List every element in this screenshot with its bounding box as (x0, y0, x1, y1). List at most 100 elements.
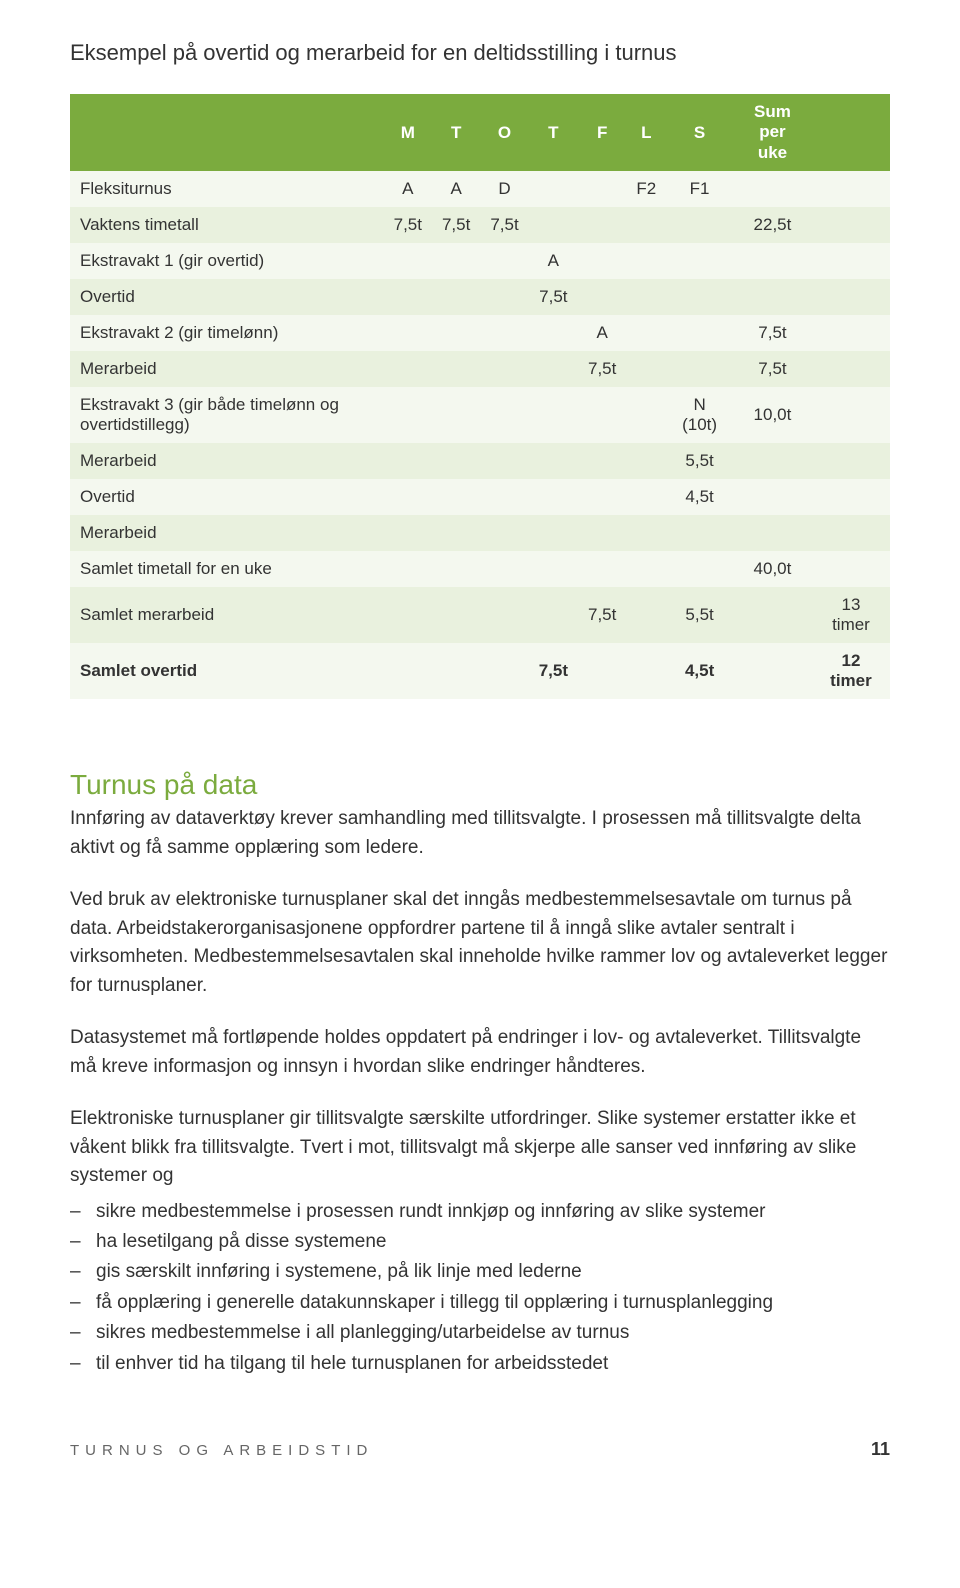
sum-header-top: Sum per (754, 102, 791, 141)
list-item: –sikre medbestemmelse i prosessen rundt … (70, 1197, 890, 1227)
cell (529, 315, 578, 351)
cell (529, 479, 578, 515)
cell: A (529, 243, 578, 279)
cell (666, 279, 733, 315)
cell (384, 243, 432, 279)
list-item-text: til enhver tid ha tilgang til hele turnu… (96, 1349, 608, 1379)
cell (384, 351, 432, 387)
row-label: Merarbeid (70, 443, 384, 479)
cell (812, 515, 890, 551)
sum-header-bot: uke (758, 143, 787, 162)
cell (384, 643, 432, 699)
cell: 12 timer (812, 643, 890, 699)
table-row: Ekstravakt 3 (gir både timelønn og overt… (70, 387, 890, 443)
cell: F2 (626, 171, 666, 207)
cell (480, 515, 528, 551)
cell (578, 387, 626, 443)
table-row: Ekstravakt 1 (gir overtid)A (70, 243, 890, 279)
cell (626, 387, 666, 443)
col-l: L (626, 94, 666, 171)
table-row: Merarbeid (70, 515, 890, 551)
section-heading: Turnus på data (70, 769, 890, 801)
row-label: Vaktens timetall (70, 207, 384, 243)
cell (812, 443, 890, 479)
dash-icon: – (70, 1257, 96, 1287)
cell (733, 479, 812, 515)
cell (812, 207, 890, 243)
cell (529, 171, 578, 207)
cell: D (480, 171, 528, 207)
cell (432, 479, 480, 515)
cell: 4,5t (666, 643, 733, 699)
dash-icon: – (70, 1318, 96, 1348)
cell (626, 279, 666, 315)
cell (626, 315, 666, 351)
col-sum: Sum per uke (733, 94, 812, 171)
cell: 7,5t (529, 643, 578, 699)
cell (626, 643, 666, 699)
cell (384, 479, 432, 515)
cell: 13 timer (812, 587, 890, 643)
cell: 22,5t (733, 207, 812, 243)
cell (480, 279, 528, 315)
list-item: –sikres medbestemmelse i all planlegging… (70, 1318, 890, 1348)
row-label: Merarbeid (70, 515, 384, 551)
row-label: Overtid (70, 279, 384, 315)
cell (578, 243, 626, 279)
cell (578, 479, 626, 515)
col-m: M (384, 94, 432, 171)
dash-icon: – (70, 1349, 96, 1379)
cell (578, 279, 626, 315)
page-title: Eksempel på overtid og merarbeid for en … (70, 40, 890, 66)
cell (529, 387, 578, 443)
col-t2: T (529, 94, 578, 171)
bullet-list: –sikre medbestemmelse i prosessen rundt … (70, 1197, 890, 1379)
cell (432, 315, 480, 351)
cell (480, 551, 528, 587)
cell (666, 207, 733, 243)
cell (432, 515, 480, 551)
table-row: Vaktens timetall7,5t7,5t7,5t22,5t (70, 207, 890, 243)
cell: 7,5t (529, 279, 578, 315)
cell (480, 387, 528, 443)
cell (384, 551, 432, 587)
cell: 40,0t (733, 551, 812, 587)
cell (626, 587, 666, 643)
row-label: Overtid (70, 479, 384, 515)
paragraph-4: Elektroniske turnusplaner gir tillitsval… (70, 1105, 890, 1191)
cell (733, 443, 812, 479)
cell: 4,5t (666, 479, 733, 515)
cell (733, 643, 812, 699)
cell (812, 279, 890, 315)
list-item-text: sikre medbestemmelse i prosessen rundt i… (96, 1197, 766, 1227)
col-extra (812, 94, 890, 171)
cell (626, 551, 666, 587)
table-row: Ekstravakt 2 (gir timelønn)A7,5t (70, 315, 890, 351)
cell: A (432, 171, 480, 207)
cell (480, 315, 528, 351)
cell: F1 (666, 171, 733, 207)
dash-icon: – (70, 1227, 96, 1257)
cell (432, 643, 480, 699)
cell: 7,5t (432, 207, 480, 243)
paragraph-3: Datasystemet må fortløpende holdes oppda… (70, 1024, 890, 1081)
cell: 7,5t (578, 587, 626, 643)
list-item: –ha lesetilgang på disse systemene (70, 1227, 890, 1257)
cell (733, 243, 812, 279)
cell (384, 443, 432, 479)
list-item: –til enhver tid ha tilgang til hele turn… (70, 1349, 890, 1379)
cell (529, 443, 578, 479)
cell (384, 315, 432, 351)
cell (733, 587, 812, 643)
cell (432, 443, 480, 479)
cell (432, 243, 480, 279)
cell (578, 643, 626, 699)
cell (578, 171, 626, 207)
table-row: Samlet overtid7,5t4,5t12 timer (70, 643, 890, 699)
cell (384, 279, 432, 315)
list-item-text: ha lesetilgang på disse systemene (96, 1227, 386, 1257)
table-header-row: M T O T F L S Sum per uke (70, 94, 890, 171)
list-item-text: gis særskilt innføring i systemene, på l… (96, 1257, 582, 1287)
row-label: Samlet merarbeid (70, 587, 384, 643)
cell (432, 551, 480, 587)
